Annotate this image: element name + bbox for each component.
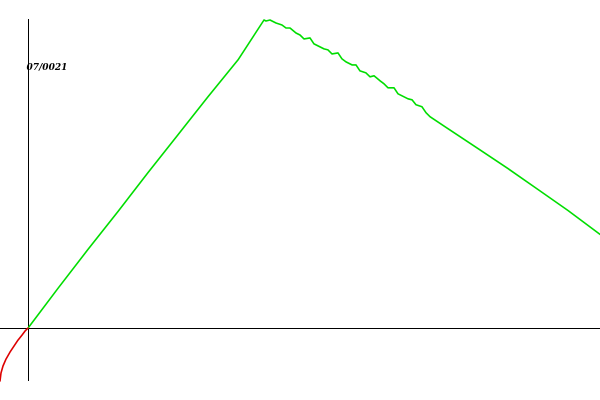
axes: [0, 19, 600, 381]
series-line-negative: [0, 327, 29, 382]
series-line-positive: [27, 19, 600, 329]
y-tick-label: 07/0021: [27, 63, 68, 73]
series-layer: [0, 19, 600, 382]
